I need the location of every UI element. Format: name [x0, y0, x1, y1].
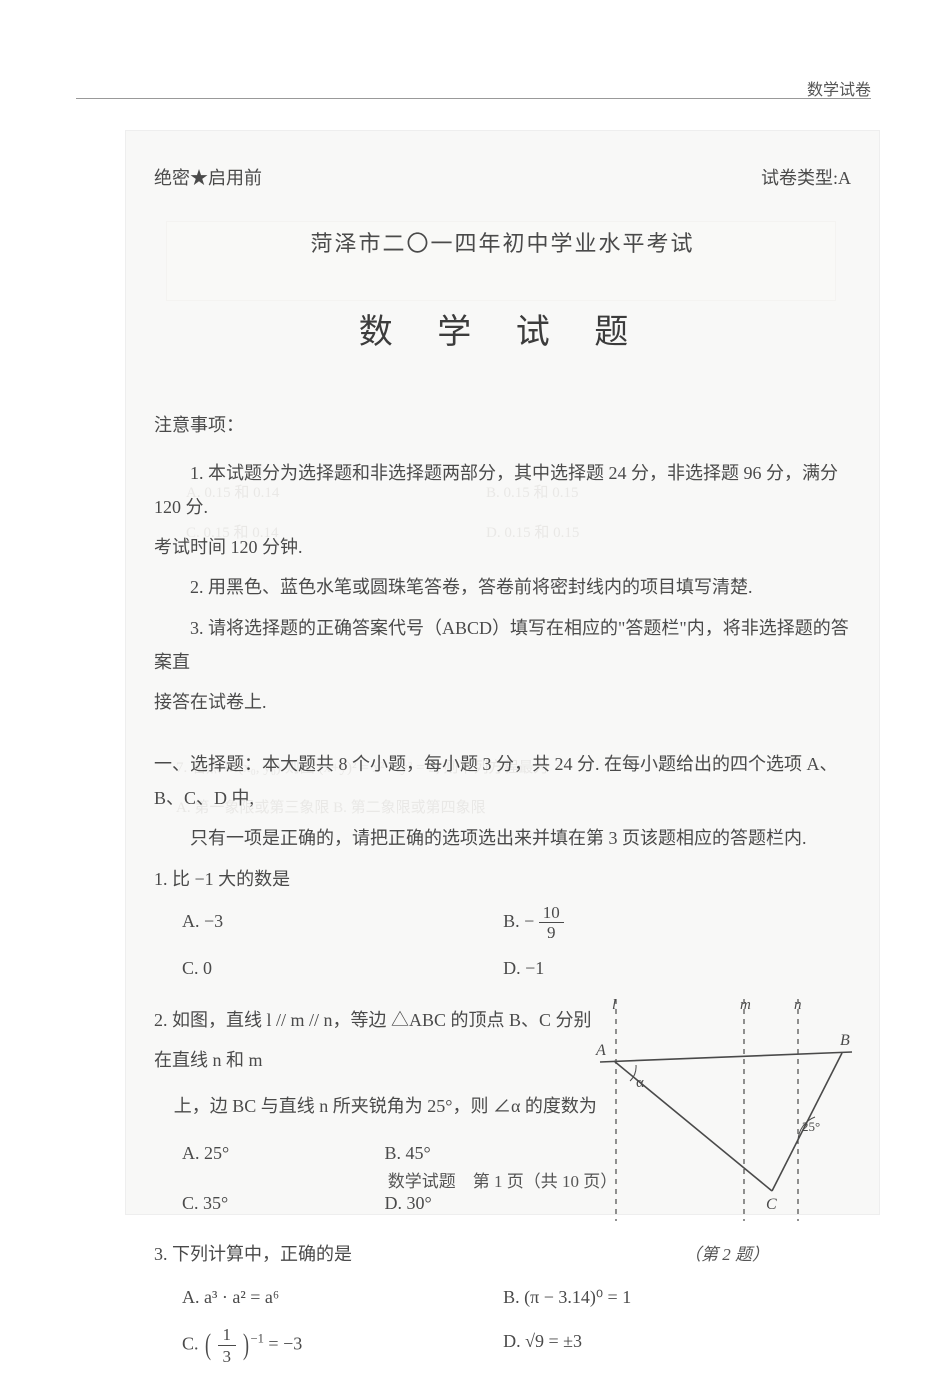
q3-c-prefix: C. [182, 1333, 203, 1353]
section1-head: 一、选择题：本大题共 8 个小题，每小题 3 分，共 24 分. 在每小题给出的… [154, 747, 851, 815]
q3-c-fraction: 1 3 [218, 1324, 237, 1367]
notice-heading: 注意事项： [154, 408, 851, 442]
paper-type-label: 试卷类型:A [761, 161, 851, 195]
fig-label-C: C [766, 1196, 777, 1213]
q1-opt-b: B. − 10 9 [503, 904, 824, 941]
top-meta-row: 绝密★启用前 试卷类型:A [154, 161, 851, 195]
rparen-icon: ) [243, 1330, 249, 1360]
q1-b-fraction: 10 9 [539, 904, 564, 941]
q1-opt-a: A. −3 [182, 904, 503, 941]
fig-label-25: 25° [802, 1119, 820, 1134]
notice-1a: 1. 本试题分为选择题和非选择题两部分，其中选择题 24 分，非选择题 96 分… [154, 456, 851, 524]
q1-b-den: 9 [539, 923, 564, 941]
q3-c-num: 1 [218, 1324, 237, 1346]
notice-3a: 3. 请将选择题的正确答案代号（ABCD）填写在相应的"答题栏"内，将非选择题的… [154, 611, 851, 679]
q2-stem2: 上，边 BC 与直线 n 所夹锐角为 25°，则 ∠α 的度数为 [154, 1087, 604, 1127]
fig-label-l: l [612, 997, 616, 1013]
exam-title: 数 学 试 题 [154, 301, 851, 366]
page-footer: 数学试题 第 1 页（共 10 页） [126, 1167, 879, 1192]
fig-label-alpha: α [636, 1075, 644, 1091]
q1-stem: 1. 比 −1 大的数是 [154, 862, 851, 896]
page-corner-underline [76, 98, 871, 99]
q1-opt-c: C. 0 [182, 951, 503, 985]
q3-options: A. a³ · a² = a⁶ B. (π − 3.14)⁰ = 1 C. ( … [154, 1280, 851, 1377]
q3-c-den: 3 [218, 1346, 237, 1367]
q1-b-label: B. − [503, 911, 539, 931]
fig-label-A: A [595, 1042, 606, 1059]
content: 绝密★启用前 试卷类型:A 菏泽市二〇一四年初中学业水平考试 数 学 试 题 注… [126, 131, 879, 1397]
q2-wrap: 2. 如图，直线 l // m // n，等边 △ABC 的顶点 B、C 分别在… [154, 1001, 851, 1233]
notice-3b: 接答在试卷上. [154, 685, 851, 719]
q2-text: 2. 如图，直线 l // m // n，等边 △ABC 的顶点 B、C 分别在… [154, 1001, 604, 1233]
q2-stem1: 2. 如图，直线 l // m // n，等边 △ABC 的顶点 B、C 分别在… [154, 1001, 604, 1080]
q3-opt-c: C. ( 1 3 )−1 = −3 [182, 1324, 503, 1367]
q3-opt-b: B. (π − 3.14)⁰ = 1 [503, 1280, 824, 1314]
fig-label-m: m [740, 997, 751, 1013]
lparen-icon: ( [205, 1330, 211, 1360]
notice-2: 2. 用黑色、蓝色水笔或圆珠笔答卷，答卷前将密封线内的项目填写清楚. [154, 570, 851, 604]
fig-label-B: B [840, 1032, 850, 1049]
q3-c-suffix: = −3 [268, 1333, 302, 1353]
exam-org: 菏泽市二〇一四年初中学业水平考试 [154, 223, 851, 265]
q2-figure-caption: （第 2 题） [594, 1239, 859, 1271]
q2-figure: l m n A B C α 25° （第 2 题） [594, 995, 859, 1255]
q1-options: A. −3 B. − 10 9 C. 0 D. −1 [154, 904, 851, 996]
q3-opt-a: A. a³ · a² = a⁶ [182, 1280, 503, 1314]
secret-label: 绝密★启用前 [154, 161, 262, 195]
page-corner-label: 数学试卷 [807, 76, 871, 100]
section1-cont: 只有一项是正确的，请把正确的选项选出来并填在第 3 页该题相应的答题栏内. [154, 821, 851, 855]
q1-b-num: 10 [539, 904, 564, 923]
q3-opt-d: D. √9 = ±3 [503, 1324, 824, 1367]
notice-1b: 考试时间 120 分钟. [154, 530, 851, 564]
scan-area: A. 0.15 和 0.14 C. 0.15 和 0.14 B. 0.15 和 … [125, 130, 880, 1215]
q3-c-exp: −1 [251, 1331, 264, 1345]
fig-label-n: n [794, 997, 802, 1013]
q1-opt-d: D. −1 [503, 951, 824, 985]
